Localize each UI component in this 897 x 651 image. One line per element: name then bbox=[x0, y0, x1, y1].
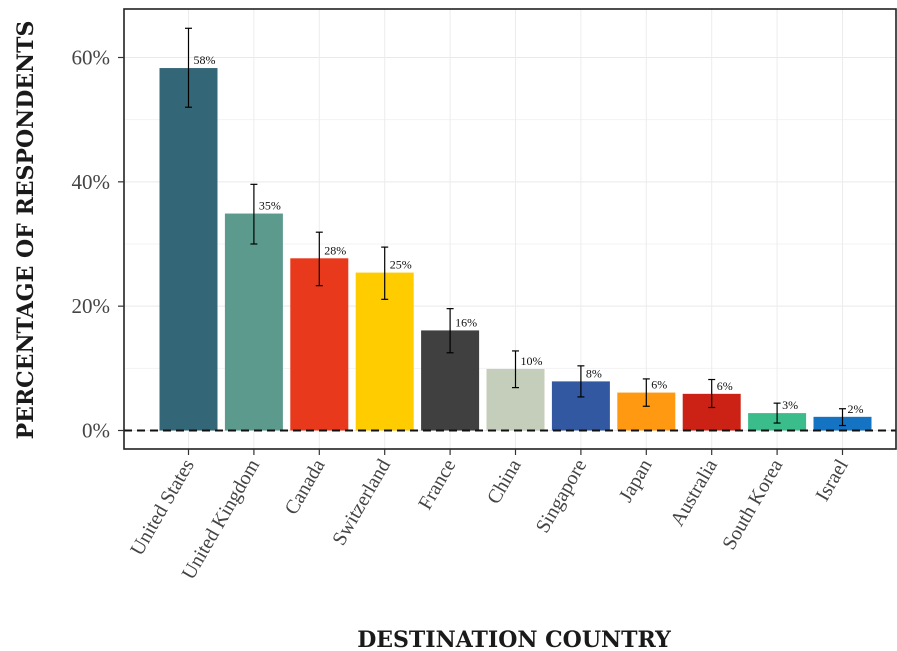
y-tick-label: 60% bbox=[72, 46, 111, 70]
error-bar bbox=[577, 365, 585, 398]
y-tick-label: 40% bbox=[72, 170, 111, 194]
error-bar bbox=[446, 308, 454, 354]
error-bars bbox=[185, 27, 846, 427]
data-label: 16% bbox=[455, 315, 477, 329]
data-label: 8% bbox=[586, 366, 602, 380]
bar bbox=[159, 68, 218, 431]
y-axis-label: PERCENTAGE OF RESPONDENTS bbox=[13, 21, 39, 440]
y-axis-ticks: 0% 20% 40% 60% bbox=[72, 46, 124, 443]
data-label: 6% bbox=[717, 379, 733, 393]
error-bar bbox=[773, 402, 781, 424]
bars bbox=[159, 68, 872, 431]
plot-frame bbox=[123, 8, 897, 450]
error-bar bbox=[315, 231, 323, 287]
x-axis-label: DESTINATION COUNTRY bbox=[357, 627, 671, 651]
error-bar bbox=[185, 27, 192, 108]
data-label: 28% bbox=[324, 243, 346, 257]
data-labels: 58% 35% 28% 25% 16% 10% 8% 6% 6% 3% 2% bbox=[194, 53, 864, 416]
bar bbox=[290, 258, 349, 431]
y-tick-label: 0% bbox=[82, 419, 110, 443]
error-bar bbox=[381, 246, 389, 300]
error-bar bbox=[250, 183, 258, 245]
error-bar bbox=[839, 408, 846, 427]
data-label: 2% bbox=[848, 402, 864, 416]
data-label: 10% bbox=[521, 354, 543, 368]
error-bar bbox=[512, 350, 519, 389]
bar bbox=[224, 213, 283, 431]
data-label: 6% bbox=[651, 378, 667, 392]
error-bar bbox=[642, 378, 650, 407]
data-label: 3% bbox=[782, 398, 798, 412]
data-label: 25% bbox=[390, 258, 412, 272]
error-bar bbox=[708, 378, 716, 409]
data-label: 35% bbox=[259, 199, 281, 213]
data-label: 58% bbox=[194, 53, 216, 67]
y-tick-label: 20% bbox=[72, 294, 111, 318]
